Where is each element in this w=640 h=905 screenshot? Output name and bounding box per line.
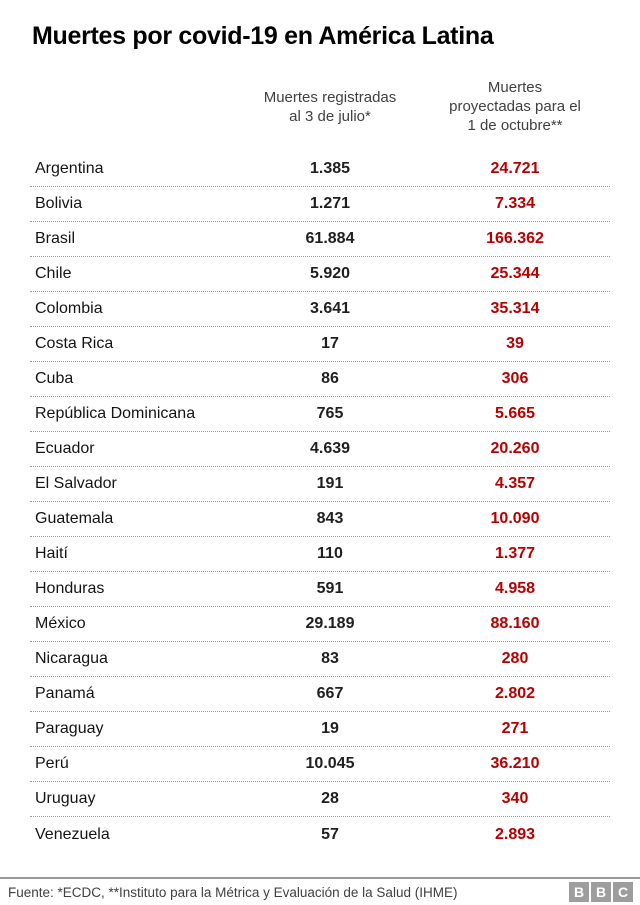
registered-deaths-value: 4.639	[309, 440, 351, 457]
projected-header-line-3: 1 de octubre**	[467, 117, 563, 134]
registered-deaths-value: 83	[321, 650, 339, 667]
bbc-logo: B B C	[569, 882, 633, 902]
registered-deaths-value: 61.884	[305, 230, 355, 247]
footer: Fuente: *ECDC, **Instituto para la Métri…	[0, 877, 640, 905]
projected-deaths-value: 280	[501, 650, 529, 667]
country-name: México	[35, 615, 86, 632]
table-row: Honduras 591 4.958	[30, 572, 610, 607]
projected-deaths-value: 24.721	[490, 160, 540, 177]
projected-deaths-value: 7.334	[494, 195, 536, 212]
registered-deaths-value: 191	[316, 475, 344, 492]
registered-header-line-1: Muertes registradas	[263, 88, 397, 106]
table-row: Brasil 61.884 166.362	[30, 222, 610, 257]
bbc-logo-letter: B	[569, 882, 589, 902]
projected-deaths-value: 166.362	[486, 230, 544, 247]
bbc-logo-letter: C	[613, 882, 633, 902]
page-title: Muertes por covid-19 en América Latina	[32, 22, 494, 50]
table-row: México 29.189 88.160	[30, 607, 610, 642]
table-row: Cuba 86 306	[30, 362, 610, 397]
registered-deaths-value: 667	[316, 685, 344, 702]
table-row: Haití 110 1.377	[30, 537, 610, 572]
table-row: Argentina 1.385 24.721	[30, 152, 610, 187]
registered-header-line-2: al 3 de julio*	[289, 107, 371, 125]
projected-deaths-value: 35.314	[490, 300, 540, 317]
country-name: Cuba	[35, 370, 74, 387]
country-name: Costa Rica	[35, 335, 114, 352]
projected-deaths-value: 5.665	[494, 405, 536, 422]
country-name: Haití	[35, 545, 68, 562]
table-row: Guatemala 843 10.090	[30, 502, 610, 537]
table-row: Colombia 3.641 35.314	[30, 292, 610, 327]
table-row: Bolivia 1.271 7.334	[30, 187, 610, 222]
country-name: República Dominicana	[35, 405, 196, 422]
registered-deaths-value: 1.271	[309, 195, 351, 212]
registered-deaths-value: 19	[321, 720, 339, 737]
projected-deaths-value: 36.210	[490, 755, 540, 772]
country-name: Bolivia	[35, 195, 83, 212]
projected-header-line-2: proyectadas para el	[449, 98, 581, 115]
projected-deaths-value: 306	[501, 370, 529, 387]
table-body: Argentina 1.385 24.721 Bolivia 1.271 7.3…	[30, 152, 610, 852]
projected-deaths-value: 4.357	[494, 475, 536, 492]
table-row: Paraguay 19 271	[30, 712, 610, 747]
projected-deaths-value: 10.090	[490, 510, 540, 527]
registered-deaths-value: 29.189	[305, 615, 355, 632]
registered-deaths-value: 57	[321, 825, 339, 843]
country-name: Perú	[35, 755, 69, 772]
registered-column-header: Muertes registradas al 3 de julio*	[240, 88, 420, 126]
registered-deaths-value: 17	[321, 335, 339, 352]
projected-deaths-value: 4.958	[494, 580, 536, 597]
table-row: El Salvador 191 4.357	[30, 467, 610, 502]
projected-deaths-value: 2.802	[494, 685, 536, 702]
projected-deaths-value: 2.893	[494, 825, 536, 843]
registered-deaths-value: 5.920	[309, 265, 351, 282]
country-name: Brasil	[35, 230, 76, 247]
country-name: Colombia	[35, 300, 103, 317]
projected-deaths-value: 39	[506, 335, 524, 352]
table-row: Venezuela 57 2.893	[30, 817, 610, 852]
bbc-logo-letter: B	[591, 882, 611, 902]
registered-deaths-value: 1.385	[309, 160, 351, 177]
table-row: Uruguay 28 340	[30, 782, 610, 817]
country-name: Paraguay	[35, 720, 104, 737]
projected-header-line-1: Muertes	[487, 79, 543, 96]
country-name: Nicaragua	[35, 650, 108, 667]
registered-deaths-value: 86	[321, 370, 339, 387]
registered-deaths-value: 765	[316, 405, 344, 422]
country-name: Guatemala	[35, 510, 114, 527]
registered-deaths-value: 591	[316, 580, 344, 597]
table-row: Costa Rica 17 39	[30, 327, 610, 362]
country-name: Uruguay	[35, 790, 96, 807]
projected-deaths-value: 88.160	[490, 615, 540, 632]
table-row: Nicaragua 83 280	[30, 642, 610, 677]
table-row: Perú 10.045 36.210	[30, 747, 610, 782]
projected-deaths-value: 1.377	[494, 545, 536, 562]
source-text: Fuente: *ECDC, **Instituto para la Métri…	[8, 884, 458, 900]
country-name: Panamá	[35, 685, 95, 702]
country-name: Ecuador	[35, 440, 95, 457]
table-row: República Dominicana 765 5.665	[30, 397, 610, 432]
registered-deaths-value: 10.045	[305, 755, 355, 772]
table-row: Panamá 667 2.802	[30, 677, 610, 712]
country-name: Argentina	[35, 160, 104, 177]
table-row: Ecuador 4.639 20.260	[30, 432, 610, 467]
registered-deaths-value: 3.641	[309, 300, 351, 317]
country-name: Venezuela	[35, 825, 110, 843]
country-name: El Salvador	[35, 475, 117, 492]
projected-deaths-value: 340	[501, 790, 529, 807]
table-header-row: Muertes registradas al 3 de julio* Muert…	[0, 78, 640, 135]
projected-deaths-value: 25.344	[490, 265, 540, 282]
country-name: Chile	[35, 265, 72, 282]
registered-deaths-value: 843	[316, 510, 344, 527]
projected-deaths-value: 20.260	[490, 440, 540, 457]
country-name: Honduras	[35, 580, 105, 597]
projected-column-header: Muertes proyectadas para el 1 de octubre…	[420, 78, 610, 135]
projected-deaths-value: 271	[501, 720, 529, 737]
table-row: Chile 5.920 25.344	[30, 257, 610, 292]
registered-deaths-value: 110	[317, 545, 343, 562]
registered-deaths-value: 28	[321, 790, 339, 807]
